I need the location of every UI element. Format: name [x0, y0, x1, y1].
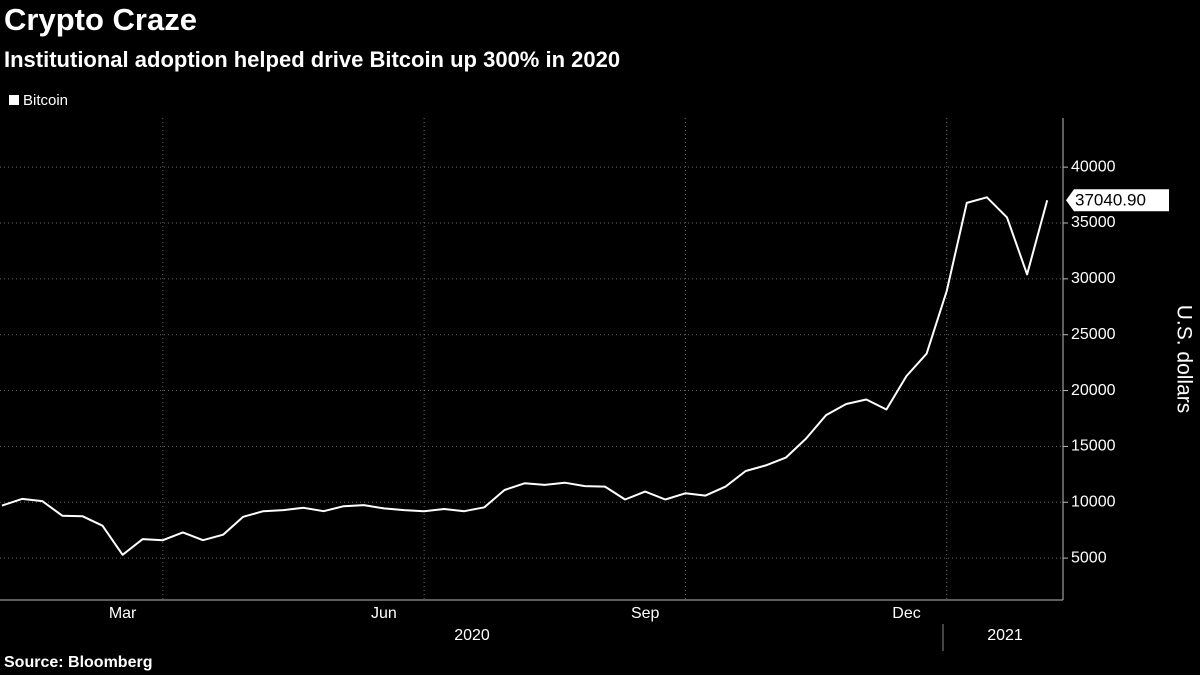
x-tick-label: Mar	[109, 605, 137, 622]
x-group-label: 2020	[454, 627, 490, 644]
y-tick-label: 15000	[1071, 438, 1116, 455]
y-tick-label: 40000	[1071, 158, 1116, 175]
value-label: 37040.90	[1075, 191, 1146, 210]
source: Source: Bloomberg	[4, 654, 152, 671]
y-tick-label: 5000	[1071, 549, 1107, 566]
x-group-label: 2021	[987, 627, 1023, 644]
y-tick-label: 20000	[1071, 382, 1116, 399]
chart-title: Crypto Craze	[4, 2, 197, 37]
y-tick-label: 25000	[1071, 326, 1116, 343]
x-tick-label: Sep	[631, 605, 660, 622]
line	[1, 196, 1049, 556]
legend-swatch	[9, 95, 19, 105]
chart-subtitle: Institutional adoption helped drive Bitc…	[4, 47, 620, 72]
legend-label: Bitcoin	[23, 92, 68, 109]
y-axis-label: U.S. dollars	[1172, 305, 1195, 414]
y-tick-label: 35000	[1071, 214, 1116, 231]
x-tick-label: Jun	[371, 605, 397, 622]
y-tick-label: 10000	[1071, 493, 1116, 510]
y-tick-label: 30000	[1071, 270, 1116, 287]
value-label-box	[1066, 189, 1169, 212]
x-tick-label: Dec	[892, 605, 920, 622]
